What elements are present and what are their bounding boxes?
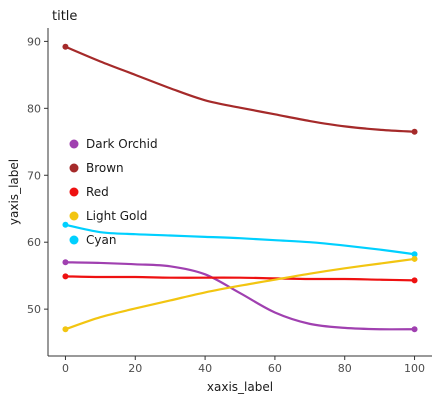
series-line-light-gold: [65, 257, 415, 331]
series-end-point-cyan: [411, 251, 418, 258]
x-tick-label: 60: [268, 362, 282, 375]
series-red: [62, 273, 418, 284]
chart-title: title: [52, 9, 77, 24]
x-tick-label: 100: [404, 362, 425, 375]
y-axis-title: yaxis_label: [7, 159, 21, 225]
series-start-point-dark-orchid: [62, 259, 69, 266]
series-start-point-light-gold: [62, 326, 69, 333]
legend-marker-cyan: [69, 235, 79, 245]
legend-label-dark-orchid: Dark Orchid: [86, 137, 158, 151]
legend-label-light-gold: Light Gold: [86, 209, 147, 223]
series-line-dark-orchid: [65, 261, 415, 331]
legend-marker-light-gold: [69, 211, 79, 221]
series-start-point-brown: [62, 43, 69, 50]
series-dark-orchid: [62, 259, 418, 333]
series-start-point-cyan: [62, 221, 69, 228]
x-tick-label: 80: [338, 362, 352, 375]
series-layer: [62, 43, 418, 333]
legend-marker-brown: [69, 163, 79, 173]
x-tick-label: 20: [128, 362, 142, 375]
series-brown: [62, 43, 418, 135]
y-tick-label: 50: [27, 303, 41, 316]
series-line-brown: [65, 45, 415, 133]
y-tick-label: 90: [27, 35, 41, 48]
y-tick-label: 60: [27, 236, 41, 249]
y-tick-label: 70: [27, 169, 41, 182]
series-end-point-brown: [411, 128, 418, 135]
series-end-point-dark-orchid: [411, 326, 418, 333]
x-axis-ticks: 0 20 40 60 80 100: [62, 356, 425, 375]
series-end-point-light-gold: [411, 255, 418, 262]
y-axis-ticks: 50 60 70 80 90: [27, 35, 48, 316]
x-tick-label: 0: [62, 362, 69, 375]
legend-label-cyan: Cyan: [86, 233, 116, 247]
series-light-gold: [62, 255, 418, 333]
series-line-cyan: [65, 223, 415, 256]
series-start-point-red: [62, 273, 69, 280]
series-line-red: [65, 275, 415, 282]
x-axis-title: xaxis_label: [207, 380, 273, 394]
series-end-point-red: [411, 277, 418, 284]
legend-label-brown: Brown: [86, 161, 124, 175]
legend: Dark Orchid Brown Red Light Gold Cyan: [69, 137, 158, 247]
y-tick-label: 80: [27, 102, 41, 115]
legend-label-red: Red: [86, 185, 109, 199]
plot-panel: [48, 28, 432, 356]
x-tick-label: 40: [198, 362, 212, 375]
legend-marker-dark-orchid: [69, 139, 79, 149]
legend-marker-red: [69, 187, 79, 197]
series-cyan: [62, 221, 418, 258]
